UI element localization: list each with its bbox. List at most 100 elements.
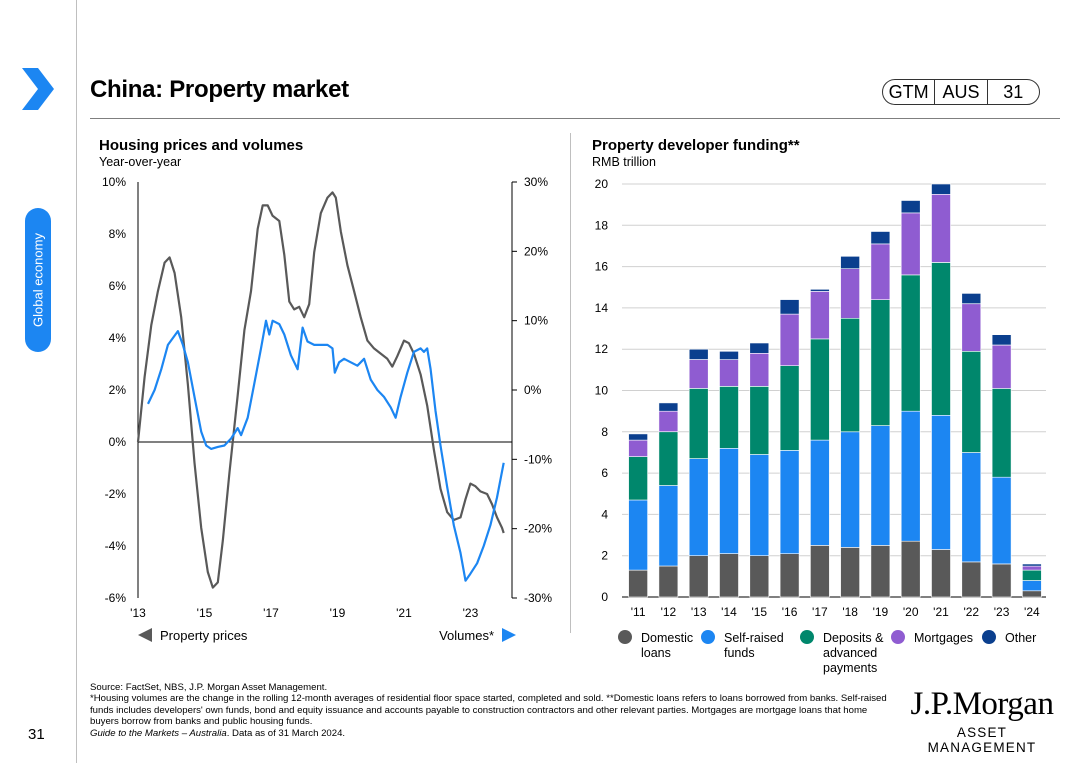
bar-segment-self-raised-funds	[658, 485, 679, 567]
bar-segment-deposits-advanced-payments	[840, 317, 860, 433]
bar-segment-mortgages	[961, 303, 982, 352]
footnotes: Source: FactSet, NBS, J.P. Morgan Asset …	[90, 682, 890, 739]
bar-segment-other	[870, 231, 891, 245]
bar-segment-domestic-loans	[719, 553, 739, 598]
bar-segment-deposits-advanced-payments	[779, 365, 800, 451]
left-divider	[76, 0, 77, 763]
bar-segment-other	[840, 255, 860, 269]
bar-segment-other	[991, 334, 1012, 346]
bar-segment-deposits-advanced-payments	[719, 386, 739, 449]
legend-label: Mortgages	[914, 631, 973, 645]
bar-segment-deposits-advanced-payments	[870, 299, 891, 426]
section-tab[interactable]: Global economy	[25, 208, 51, 352]
right-tick-label: 30%	[524, 175, 548, 189]
bar-segment-mortgages	[719, 359, 739, 387]
bar-segment-self-raised-funds	[749, 454, 770, 556]
y-tick-label: 6	[601, 466, 608, 480]
legend-label: Other	[1005, 631, 1036, 645]
bar-segment-deposits-advanced-payments	[628, 456, 648, 501]
bar-segment-other	[779, 299, 800, 315]
left-tick-label: 4%	[109, 331, 127, 345]
x-tick-label: '19	[873, 605, 889, 619]
left-tick-label: -6%	[105, 591, 127, 605]
x-tick-label: '21	[396, 606, 412, 620]
y-tick-label: 0	[601, 590, 608, 604]
right-tick-label: 10%	[524, 314, 548, 328]
bar-segment-self-raised-funds	[719, 447, 739, 554]
x-tick-label: '19	[330, 606, 346, 620]
x-tick-label: '17	[263, 606, 279, 620]
x-tick-label: '11	[631, 605, 646, 619]
x-tick-label: '21	[933, 605, 949, 619]
bar-segment-domestic-loans	[870, 545, 891, 598]
bar-segment-self-raised-funds	[870, 425, 891, 546]
bar-segment-domestic-loans	[1022, 590, 1042, 598]
bar-segment-mortgages	[840, 268, 860, 319]
bar-segment-domestic-loans	[991, 563, 1012, 598]
x-tick-label: '13	[130, 606, 146, 620]
x-tick-label: '24	[1024, 605, 1040, 619]
bar-segment-domestic-loans	[931, 549, 951, 598]
bar-segment-other	[931, 183, 951, 195]
left-tick-label: -2%	[105, 487, 127, 501]
right-tick-label: 0%	[524, 383, 542, 397]
page-number: 31	[28, 726, 45, 743]
bar-segment-other	[810, 288, 830, 292]
bar-segment-domestic-loans	[810, 545, 830, 598]
jpmorgan-logo: J.P.Morgan ASSET MANAGEMENT	[904, 686, 1060, 755]
left-tick-label: 10%	[102, 175, 126, 189]
guide-date: . Data as of 31 March 2024.	[226, 727, 346, 739]
bar-segment-self-raised-funds	[810, 439, 830, 546]
left-tick-label: 0%	[109, 435, 127, 449]
bar-segment-domestic-loans	[688, 555, 709, 598]
gtm-badge: GTM AUS 31	[882, 79, 1040, 105]
bar-segment-mortgages	[810, 291, 830, 340]
bar-segment-mortgages	[870, 243, 891, 300]
left-tick-label: 2%	[109, 383, 127, 397]
bar-segment-self-raised-funds	[1022, 580, 1042, 592]
bar-segment-domestic-loans	[658, 565, 679, 598]
x-tick-label: '23	[463, 606, 479, 620]
right-tick-label: -30%	[524, 591, 552, 605]
legend-label: funds	[724, 646, 755, 660]
bar-segment-deposits-advanced-payments	[688, 388, 709, 459]
bar-segment-deposits-advanced-payments	[810, 338, 830, 441]
bar-segment-deposits-advanced-payments	[931, 262, 951, 416]
bar-segment-self-raised-funds	[688, 458, 709, 557]
bar-segment-other	[658, 402, 679, 412]
footnote-guide: Guide to the Markets – Australia. Data a…	[90, 728, 890, 739]
housing-line-chart: 10% 8% 6% 4% 2% 0% -2% -4% -6% 30% 20% 10% 0% -10% -20…	[102, 175, 552, 643]
left-arrow-icon	[138, 628, 152, 642]
bar-segment-self-raised-funds	[931, 414, 951, 550]
x-tick-label: '22	[963, 605, 979, 619]
x-tick-label: '17	[812, 605, 828, 619]
y-tick-label: 10	[595, 384, 609, 398]
bar-segment-deposits-advanced-payments	[749, 386, 770, 455]
left-tick-label: 8%	[109, 227, 127, 241]
right-tick-label: 20%	[524, 244, 548, 258]
footnote-definitions: *Housing volumes are the change in the r…	[90, 693, 887, 728]
legend-label: Domestic	[641, 631, 693, 645]
bar-segment-self-raised-funds	[900, 410, 921, 542]
legend-marker	[618, 630, 632, 644]
guide-title: Guide to the Markets – Australia	[90, 727, 227, 739]
y-tick-label: 14	[595, 301, 609, 315]
bar-segment-deposits-advanced-payments	[961, 350, 982, 453]
region-badge-label: AUS	[934, 80, 986, 104]
bar-segment-other	[719, 350, 739, 360]
line-chart-title: Housing prices and volumes	[99, 137, 304, 154]
bar-segment-self-raised-funds	[991, 476, 1012, 565]
chevron-right-icon	[22, 68, 54, 110]
bar-segment-self-raised-funds	[628, 499, 648, 571]
bar-segment-self-raised-funds	[779, 450, 800, 554]
bar-segment-deposits-advanced-payments	[991, 388, 1012, 478]
bar-segment-deposits-advanced-payments	[1022, 569, 1042, 581]
bar-segment-domestic-loans	[779, 553, 800, 598]
bar-segment-domestic-loans	[628, 569, 648, 598]
bar-segment-mortgages	[779, 313, 800, 367]
x-tick-label: '13	[691, 605, 707, 619]
bar-segment-domestic-loans	[900, 540, 921, 598]
page-title: China: Property market	[90, 76, 349, 103]
bar-segment-other	[1022, 563, 1042, 567]
bar-segment-other	[749, 342, 770, 354]
